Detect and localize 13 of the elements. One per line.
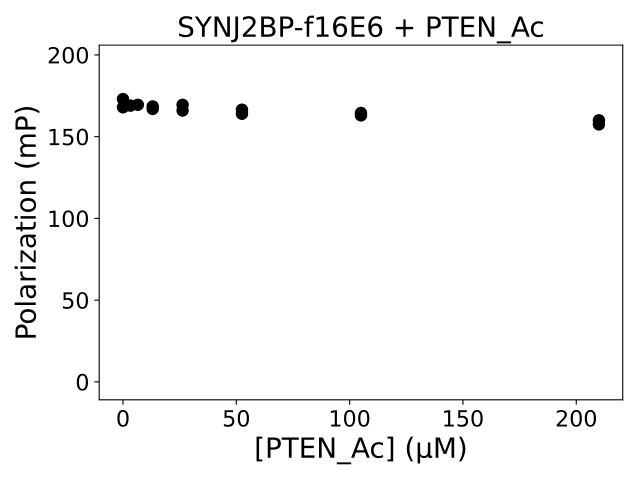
y-tick-label: 150 (50, 128, 88, 146)
x-tick-label: 200 (556, 410, 596, 427)
y-tick-label: 100 (50, 210, 88, 228)
chart-title: SYNJ2BP-f16E6 + PTEN_Ac (179, 16, 543, 44)
x-axis-title: [PTEN_Ac] (μM) (256, 436, 466, 464)
x-tick-label: 50 (224, 410, 249, 427)
x-tick-label: 100 (330, 410, 370, 427)
y-tick-label: 50 (62, 292, 88, 309)
y-tick-label: 200 (48, 46, 88, 64)
y-axis-title: Polarization (mP) (14, 106, 40, 338)
x-tick-label: 150 (444, 410, 483, 427)
x-tick-label: 0 (117, 410, 129, 427)
y-tick-label: 0 (76, 374, 88, 391)
